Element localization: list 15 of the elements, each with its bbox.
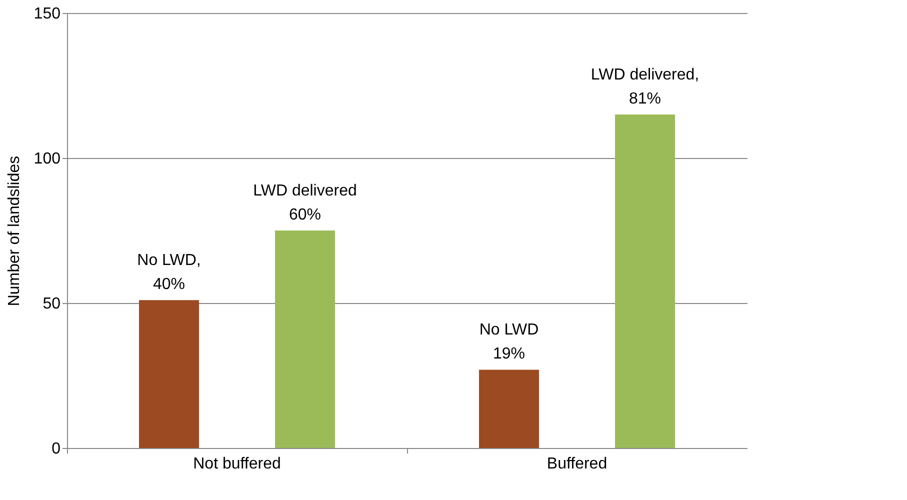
bar (479, 370, 539, 448)
y-tick-label: 50 (42, 296, 61, 312)
y-axis-title: Number of landslides (6, 156, 23, 306)
x-tick-label: Buffered (546, 456, 608, 472)
bar (275, 230, 335, 448)
annotation: LWD delivered 60% (253, 182, 357, 224)
bar (615, 114, 675, 448)
bar (139, 300, 199, 448)
y-tick-label: 0 (52, 440, 61, 458)
annotation: No LWD 19% (479, 322, 539, 363)
annotation: LWD delivered, 81% (590, 66, 700, 108)
y-tick-label: 150 (34, 6, 61, 22)
x-tick-label: Not buffered (193, 456, 281, 472)
annotation: No LWD, 40% (137, 252, 201, 294)
y-tick-label: 100 (34, 150, 61, 168)
